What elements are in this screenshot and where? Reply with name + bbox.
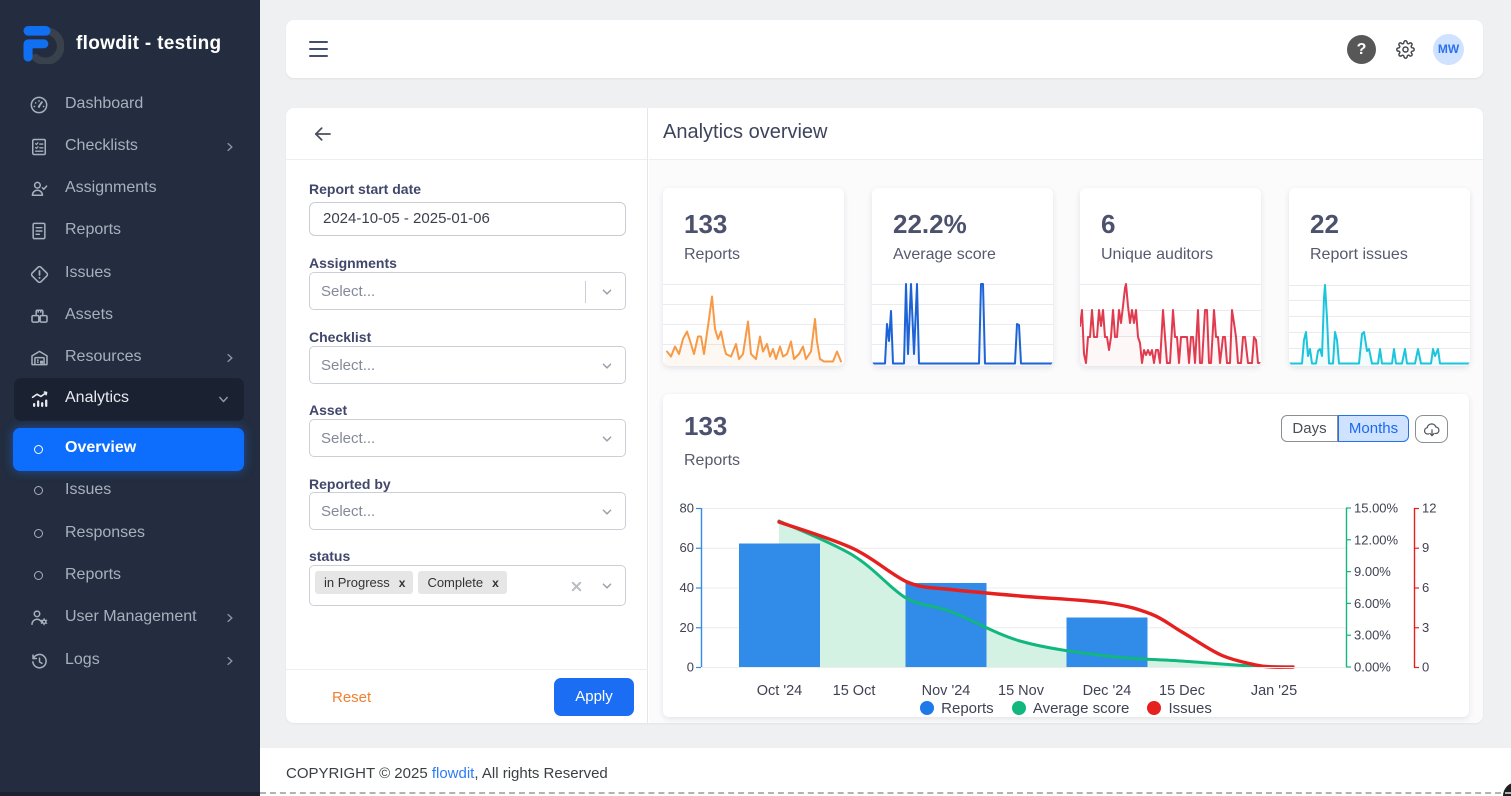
svg-text:12.00%: 12.00% [1354, 532, 1399, 547]
svg-text:Jan '25: Jan '25 [1251, 683, 1297, 699]
svg-text:Oct '24: Oct '24 [757, 683, 802, 699]
svg-text:15 Dec: 15 Dec [1159, 683, 1205, 699]
svg-text:60: 60 [680, 540, 694, 555]
svg-text:15 Nov: 15 Nov [998, 683, 1045, 699]
svg-text:80: 80 [680, 501, 694, 516]
svg-text:9: 9 [1422, 540, 1429, 555]
svg-text:12: 12 [1422, 501, 1436, 516]
svg-text:40: 40 [680, 580, 694, 595]
svg-text:15.00%: 15.00% [1354, 501, 1399, 516]
svg-text:0.00%: 0.00% [1354, 660, 1391, 675]
svg-text:3: 3 [1422, 620, 1429, 635]
svg-text:9.00%: 9.00% [1354, 564, 1391, 579]
svg-text:Dec '24: Dec '24 [1083, 683, 1132, 699]
svg-text:6.00%: 6.00% [1354, 596, 1391, 611]
svg-text:0: 0 [687, 660, 694, 675]
svg-text:6: 6 [1422, 580, 1429, 595]
svg-text:0: 0 [1422, 660, 1429, 675]
svg-text:15 Oct: 15 Oct [833, 683, 876, 699]
svg-text:Nov '24: Nov '24 [922, 683, 971, 699]
svg-text:3.00%: 3.00% [1354, 628, 1391, 643]
svg-text:20: 20 [680, 620, 694, 635]
